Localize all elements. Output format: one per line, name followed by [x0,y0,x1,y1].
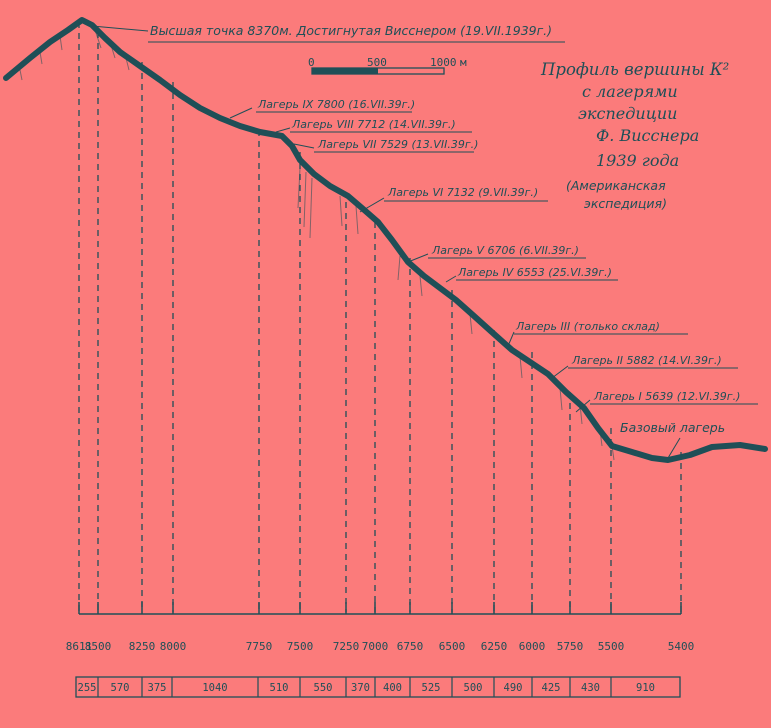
distance-segment-value: 570 [111,682,130,694]
distance-segment-value: 550 [314,682,333,694]
scale-unit: м [460,56,467,69]
distance-segment-value: 370 [351,682,370,694]
summit-leader [91,25,149,32]
distance-segment-value: 400 [383,682,402,694]
altitude-tick-label: 8000 [160,640,187,653]
base-camp-label: Базовый лагерь [620,420,725,435]
title-line-6: (Американская [566,178,666,193]
altitude-tick-label: 6250 [481,640,508,653]
distance-segment-value: 490 [504,682,523,694]
distance-segment-value: 255 [78,682,97,694]
camp-labels [229,107,758,413]
camp-3-label: Лагерь III (только склад) [515,320,660,333]
altitude-tick-label: 5400 [668,640,695,653]
altitude-tick-label: 7750 [246,640,273,653]
altitude-tick-marks [78,602,682,614]
camp-6-label: Лагерь VI 7132 (9.VII.39г.) [387,186,538,199]
distance-segment-value: 500 [464,682,483,694]
camp-2-label: Лагерь II 5882 (14.VI.39г.) [571,354,722,367]
altitude-tick-label: 6500 [439,640,466,653]
camp-9-label: Лагерь IX 7800 (16.VII.39г.) [257,98,415,111]
distance-segment-value: 525 [422,682,441,694]
altitude-guides [78,22,682,612]
altitude-tick-label: 7000 [362,640,389,653]
camp-7-label: Лагерь VII 7529 (13.VII.39г.) [317,138,478,151]
distance-segment-value: 1040 [202,682,227,694]
altitude-tick-label: 7250 [333,640,360,653]
title-line-2: с лагерями [582,82,678,101]
base-camp-leader [667,437,681,459]
slope-hatching [19,29,615,461]
title-line-5: 1939 года [596,151,679,170]
camp-4-label: Лагерь IV 6553 (25.VI.39г.) [457,266,612,279]
altitude-tick-label: 8500 [85,640,112,653]
distance-segment-value: 430 [581,682,600,694]
title-line-4: Ф. Висснера [596,126,699,145]
title-line-7: экспедиция) [584,196,667,211]
camp-8-label: Лагерь VIII 7712 (14.VII.39г.) [291,118,456,131]
camp-1-label: Лагерь I 5639 (12.VI.39г.) [593,390,740,403]
mountain-profile [3,17,768,463]
altitude-tick-label: 7500 [287,640,314,653]
title-line-1: Профиль вершины К² [540,60,729,79]
camp-5-label: Лагерь V 6706 (6.VII.39г.) [431,244,579,257]
altitude-tick-label: 6000 [519,640,546,653]
distance-segment-value: 425 [542,682,561,694]
altitude-tick-label: 8250 [129,640,156,653]
scale-500: 500 [367,56,387,69]
altitude-tick-label: 8611 [66,640,93,653]
title-line-3: экспедиции [578,104,677,123]
title-block: Профиль вершины К² с лагерями экспедиции… [540,60,729,211]
distance-segment-value: 910 [636,682,655,694]
altitude-tick-label: 5750 [557,640,584,653]
distance-segments: 255 570 375 1040 510 550 370 400 525 500 490 425 430… [78,677,655,697]
scale-1000: 1000 [430,56,457,69]
distance-table [75,676,681,698]
summit-label: Высшая точка 8370м. Достигнутая Висснеро… [150,23,552,38]
distance-segment-value: 375 [148,682,167,694]
scale-bar: 0 500 1000 м [308,56,467,75]
scale-0: 0 [308,56,315,69]
distance-segment-value: 510 [270,682,289,694]
altitude-tick-label: 5500 [598,640,625,653]
altitude-tick-label: 6750 [397,640,424,653]
